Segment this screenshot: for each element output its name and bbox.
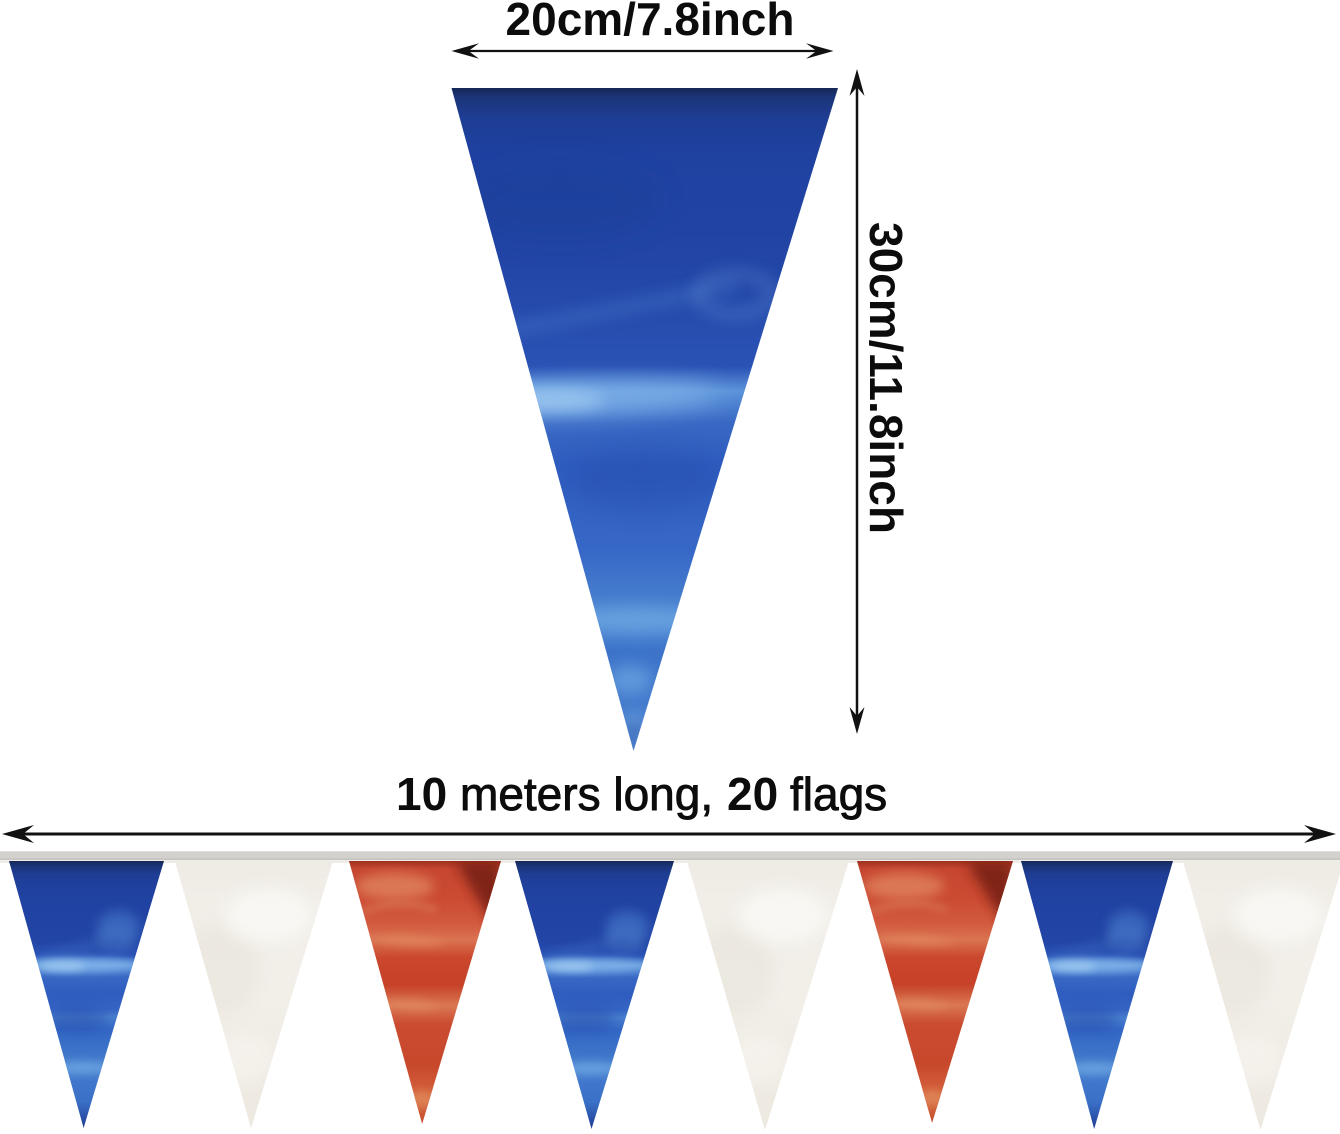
svg-text:20cm/7.8inch: 20cm/7.8inch — [506, 0, 795, 45]
svg-text:30cm/11.8inch: 30cm/11.8inch — [860, 222, 912, 534]
